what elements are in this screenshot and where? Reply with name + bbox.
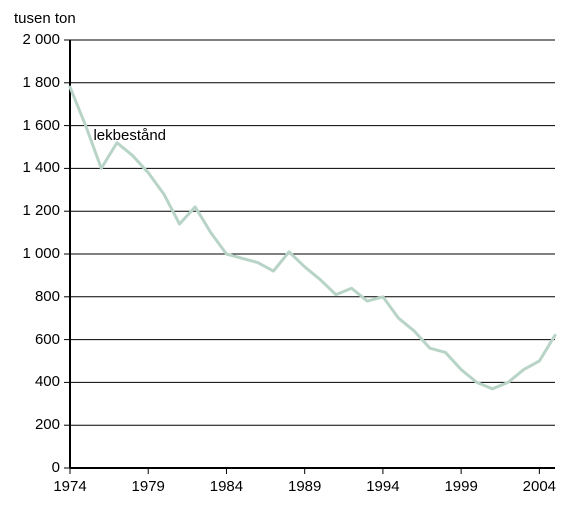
y-tick-label: 2 000 bbox=[22, 31, 60, 48]
y-tick-label: 1 400 bbox=[22, 159, 60, 176]
y-tick-label: 200 bbox=[35, 416, 60, 433]
y-tick-label: 0 bbox=[52, 459, 60, 476]
x-tick-label: 1974 bbox=[45, 478, 95, 495]
x-tick-label: 1994 bbox=[358, 478, 408, 495]
x-tick-label: 1999 bbox=[436, 478, 486, 495]
x-tick-label: 1984 bbox=[201, 478, 251, 495]
chart-svg bbox=[0, 0, 569, 508]
y-tick-label: 800 bbox=[35, 288, 60, 305]
line-chart: tusen ton lekbestånd 02004006008001 0001… bbox=[0, 0, 569, 508]
x-tick-label: 2004 bbox=[514, 478, 564, 495]
data-line bbox=[70, 87, 555, 389]
y-tick-label: 1 200 bbox=[22, 202, 60, 219]
y-tick-label: 1 800 bbox=[22, 74, 60, 91]
y-tick-label: 400 bbox=[35, 373, 60, 390]
x-tick-label: 1989 bbox=[280, 478, 330, 495]
y-tick-label: 1 600 bbox=[22, 117, 60, 134]
y-tick-label: 600 bbox=[35, 331, 60, 348]
y-tick-label: 1 000 bbox=[22, 245, 60, 262]
x-tick-label: 1979 bbox=[123, 478, 173, 495]
